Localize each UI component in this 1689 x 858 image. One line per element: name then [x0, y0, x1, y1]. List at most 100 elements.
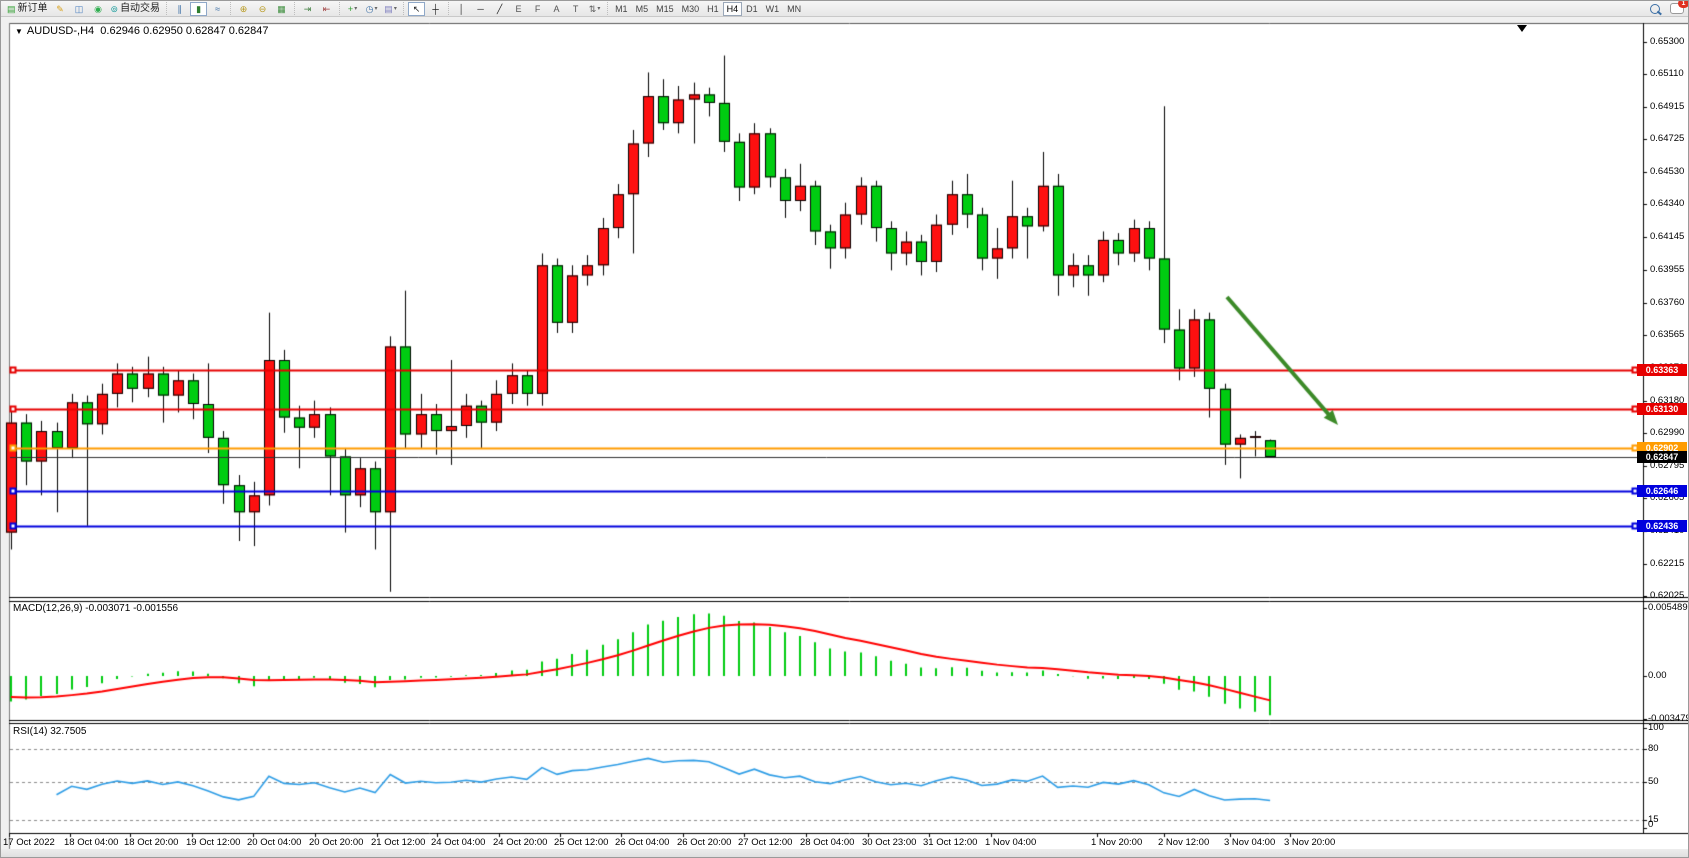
quill-icon: ✎ [56, 3, 64, 14]
price-axis-tick: 0.65110 [1650, 68, 1684, 79]
zoom-out-icon: ⊖ [258, 3, 267, 14]
toolbar: ▤ 新订单 ✎ ◫ ◉ ⊚ 自动交易 ∥ ▮ ≈ ⊕ ⊖ ▦ ⇥ ⇤ + ▾ ◷ ▾ ▤ ▾ ↖ ┼ │ ─ ╱ E F A T ⇅ ▾ M1 M… [1, 1, 1688, 17]
timeframe-button-mn[interactable]: MN [787, 3, 802, 14]
new-order-button[interactable]: ▤ 新订单 [5, 2, 50, 16]
cursor-icon: ↖ [412, 3, 421, 14]
time-axis-label: 25 Oct 12:00 [554, 837, 609, 848]
ohlc-values: 0.62946 0.62950 0.62847 0.62847 [100, 25, 269, 37]
text-label-icon: T [572, 3, 579, 14]
crosshair-icon: ┼ [432, 3, 439, 14]
chat-icon[interactable]: 1 [1670, 1, 1688, 14]
text-label-icon[interactable]: T [567, 2, 584, 16]
chart-shift-icon[interactable]: ⇤ [318, 2, 335, 16]
search-icon[interactable] [1650, 3, 1660, 14]
chart-window-icon[interactable]: ◫ [71, 2, 88, 16]
bar-chart-icon[interactable]: ∥ [171, 2, 188, 16]
price-axis-tick: 0.63565 [1650, 329, 1685, 340]
timeframe-button-w1[interactable]: W1 [765, 3, 780, 14]
rsi-axis-tick: 0 [1648, 819, 1654, 830]
vertical-line-icon[interactable]: │ [453, 2, 470, 16]
timeframe-button-m30[interactable]: M30 [681, 3, 700, 14]
timeframe-button-h4[interactable]: H4 [722, 1, 743, 16]
new-order-button-label: 新订单 [17, 2, 48, 14]
time-axis-label: 17 Oct 2022 [3, 837, 55, 848]
price-axis-tick: 0.63180 [1650, 395, 1685, 406]
time-axis-label: 26 Oct 20:00 [677, 837, 732, 848]
price-axis-tick: 0.64530 [1650, 166, 1685, 177]
signal-icon: ◉ [94, 3, 102, 14]
crosshair-icon[interactable]: ┼ [427, 2, 444, 16]
zoom-in-icon: ⊕ [239, 3, 248, 14]
zoom-out-icon[interactable]: ⊖ [254, 2, 271, 16]
toolbar-group: ⇥ ⇤ [294, 2, 339, 15]
autotrading-button-label: 自动交易 [120, 2, 161, 14]
autotrading-button[interactable]: ⊚ 自动交易 [109, 2, 163, 16]
timeframe-button-h1[interactable]: H1 [707, 3, 719, 14]
trendline-icon[interactable]: ╱ [491, 2, 508, 16]
time-axis-label: 28 Oct 04:00 [800, 837, 855, 848]
price-axis-tick: 0.63955 [1650, 264, 1685, 275]
time-axis-label: 24 Oct 20:00 [493, 837, 548, 848]
price-axis-tick: 0.63760 [1650, 297, 1685, 308]
candlestick-chart-icon[interactable]: ▮ [190, 1, 208, 16]
periods-icon[interactable]: ◷ ▾ [363, 2, 380, 16]
toolbar-group: ↖ ┼ [403, 1, 448, 16]
timeframe-button-m5[interactable]: M5 [635, 3, 649, 14]
price-axis-tick: 0.62990 [1650, 427, 1685, 438]
macd-axis-tick: -0.003479 [1648, 713, 1689, 724]
line-chart-icon[interactable]: ≈ [209, 2, 226, 16]
bar-chart-icon: ∥ [177, 3, 182, 14]
time-axis-label: 26 Oct 04:00 [615, 837, 670, 848]
timeframe-button-d1[interactable]: D1 [746, 3, 758, 14]
equidistant-channel-icon[interactable]: E [510, 2, 527, 16]
horizontal-line-icon: ─ [477, 3, 484, 14]
quill-icon[interactable]: ✎ [52, 2, 69, 16]
time-axis-label: 18 Oct 20:00 [124, 837, 179, 848]
macd-label: MACD(12,26,9) -0.003071 -0.001556 [13, 603, 179, 614]
price-axis-tick: 0.64915 [1650, 101, 1685, 112]
templates-icon[interactable]: ▤ ▾ [382, 2, 399, 16]
cursor-icon[interactable]: ↖ [408, 1, 426, 16]
chevron-down-icon: ▾ [597, 5, 601, 12]
price-axis-tick: 0.65300 [1650, 36, 1685, 47]
toolbar-group: ∥ ▮ ≈ [166, 1, 230, 16]
time-axis-label: 3 Nov 04:00 [1224, 837, 1276, 848]
arrows-icon: ⇅ [588, 3, 597, 14]
rsi-label: RSI(14) 32.7505 [13, 726, 87, 737]
price-axis-tick: 0.62025 [1650, 590, 1685, 601]
toolbar-group: + ▾ ◷ ▾ ▤ ▾ [339, 2, 403, 15]
horizontal-line-icon[interactable]: ─ [472, 2, 489, 16]
trendline-icon: ╱ [496, 3, 503, 14]
time-axis-label: 30 Oct 23:00 [862, 837, 917, 848]
chart-shift-marker[interactable] [1517, 25, 1527, 32]
signal-icon[interactable]: ◉ [90, 2, 107, 16]
price-axis-tick: 0.62215 [1650, 558, 1685, 569]
chevron-down-icon: ▾ [393, 5, 397, 12]
indicators-icon[interactable]: + ▾ [344, 2, 361, 16]
arrows-icon[interactable]: ⇅ ▾ [586, 2, 603, 16]
new-order-icon: ▤ [7, 3, 16, 14]
text-icon[interactable]: A [548, 2, 565, 16]
price-axis-tick: 0.64145 [1650, 231, 1685, 242]
line-price-label: 0.62436 [1637, 520, 1687, 532]
timeframe-button-m15[interactable]: M15 [656, 3, 674, 14]
line-price-label: 0.63363 [1637, 364, 1687, 376]
fibonacci-icon[interactable]: F [529, 2, 546, 16]
time-axis-label: 27 Oct 12:00 [738, 837, 793, 848]
timeframe-group: M1 M5 M15 M30 H1 H4 D1 W1 MN [607, 1, 808, 16]
auto-scroll-icon[interactable]: ⇥ [299, 2, 316, 16]
price-axis-tick: 0.62605 [1650, 492, 1685, 503]
timeframe-button-m1[interactable]: M1 [615, 3, 628, 14]
zoom-in-icon[interactable]: ⊕ [235, 2, 252, 16]
line-price-label: 0.62646 [1637, 485, 1687, 497]
time-axis-label: 1 Nov 04:00 [985, 837, 1037, 848]
macd-axis-tick: 0.00 [1648, 670, 1667, 681]
tile-windows-icon[interactable]: ▦ [273, 2, 290, 16]
symbol-dropdown-icon[interactable]: ▼ [15, 27, 23, 36]
time-axis-label: 2 Nov 12:00 [1158, 837, 1210, 848]
candlestick-chart-icon: ▮ [196, 3, 202, 14]
toolbar-group: ⊕ ⊖ ▦ [230, 2, 294, 15]
